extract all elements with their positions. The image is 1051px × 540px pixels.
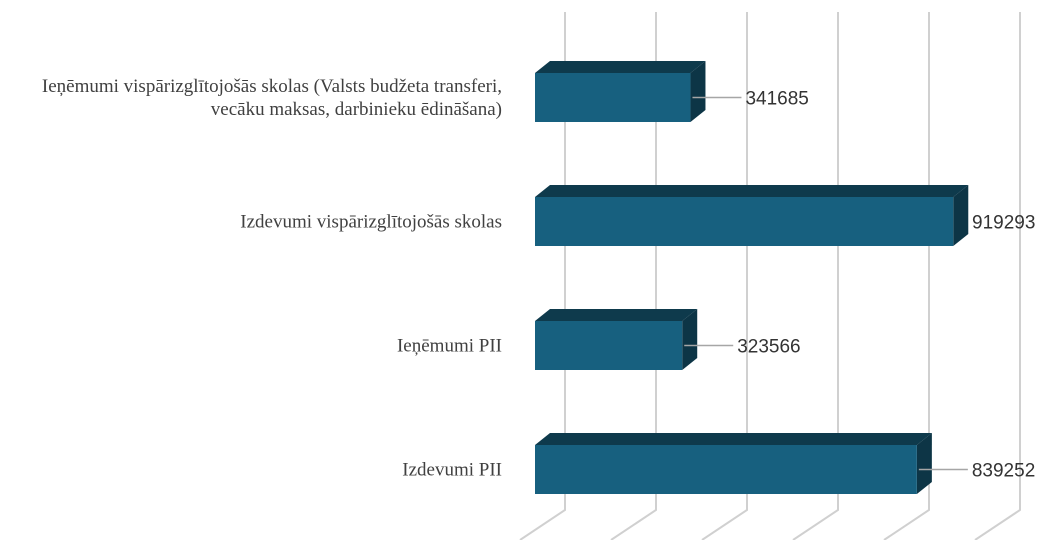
bar-face	[535, 197, 954, 246]
bar-face	[535, 433, 932, 445]
grid-line	[519, 12, 566, 540]
bar-face	[682, 309, 698, 370]
bar-face	[916, 433, 932, 494]
value-label: 839252	[972, 461, 1035, 482]
bar-face	[535, 321, 683, 370]
category-label: Izdevumi vispārizglītojošās skolas	[240, 211, 502, 232]
bar	[535, 61, 706, 122]
category-label: Izdevumi PII	[402, 459, 502, 480]
grid-line	[610, 12, 657, 540]
bar-face	[535, 73, 691, 122]
bar-face	[953, 185, 969, 246]
bar-face	[535, 61, 706, 73]
bar	[535, 185, 969, 246]
bar-face	[535, 185, 969, 197]
bar-face	[535, 309, 698, 321]
value-label: 919293	[972, 213, 1035, 234]
bar-face	[535, 445, 917, 494]
grid-line	[792, 12, 839, 540]
grid-line	[974, 12, 1021, 540]
category-label: Ieņēmumi PII	[396, 335, 502, 356]
value-label: 341685	[745, 89, 808, 110]
category-label: Ieņēmumi vispārizglītojošās skolas (Vals…	[41, 75, 502, 120]
bar	[535, 433, 932, 494]
grid-line	[701, 12, 748, 540]
value-label: 323566	[737, 337, 800, 358]
bar-face	[690, 61, 706, 122]
bar	[535, 309, 698, 370]
grid-line	[883, 12, 930, 540]
